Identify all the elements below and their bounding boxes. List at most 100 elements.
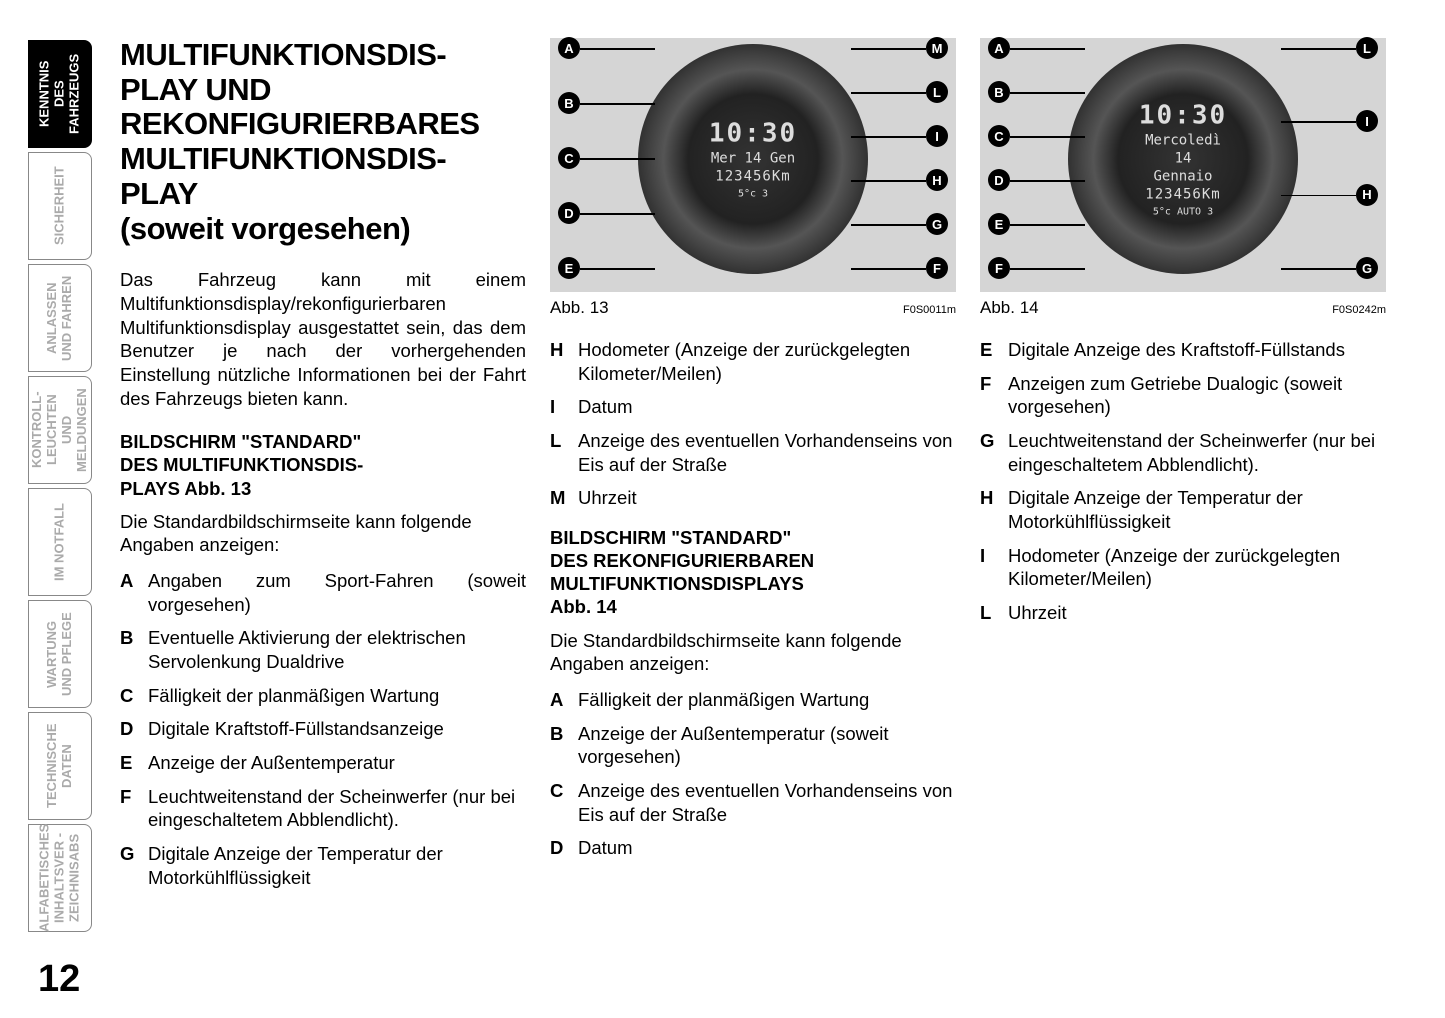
item-text: Anzeigen zum Getriebe Dualogic (soweit v… xyxy=(1008,372,1386,419)
tab-sicherheit[interactable]: SICHERHEIT xyxy=(28,152,92,260)
column-1: MULTIFUNKTIONSDIS- PLAY UND REKONFIGURIE… xyxy=(120,38,526,899)
page: KENNTNIS DES FAHRZEUGSSICHERHEITANLASSEN… xyxy=(0,0,1445,1018)
tab-kenntnis-des-fahrzeugs[interactable]: KENNTNIS DES FAHRZEUGS xyxy=(28,40,92,148)
main-title: MULTIFUNKTIONSDIS- PLAY UND REKONFIGURIE… xyxy=(120,38,526,246)
item-label: I xyxy=(550,395,578,419)
callout-line xyxy=(851,92,926,94)
fig14-label: Abb. 14 xyxy=(980,298,1039,318)
callout-line xyxy=(1010,224,1085,226)
callout-B: B xyxy=(988,81,1010,103)
fig13-label: Abb. 13 xyxy=(550,298,609,318)
callout-A: A xyxy=(988,37,1010,59)
callout-D: D xyxy=(558,202,580,224)
callout-line xyxy=(1010,136,1085,138)
item-text: Datum xyxy=(578,395,956,419)
callout-line xyxy=(580,268,655,270)
list-item: CAnzeige des eventuellen Vorhandenseins … xyxy=(550,779,956,826)
item-label: F xyxy=(980,372,1008,419)
callout-A: A xyxy=(558,37,580,59)
column-2: 10:30Mer 14 Gen123456Km5°c 3ABCDEMLIHGF … xyxy=(550,38,956,870)
section1-subtitle: Die Standardbildschirmseite kann folgend… xyxy=(120,510,526,557)
item-label: L xyxy=(550,429,578,476)
callout-line xyxy=(1010,92,1085,94)
callout-line xyxy=(580,48,655,50)
callout-line xyxy=(1010,180,1085,182)
dashboard-display: 10:30Mercoledì14Gennaio123456Km5°c AUTO … xyxy=(1068,44,1298,274)
tab-kontroll-leuchten-und-meldungen[interactable]: KONTROLL- LEUCHTEN UND MELDUNGEN xyxy=(28,376,92,484)
figure-13-caption: Abb. 13 F0S0011m xyxy=(550,298,956,318)
callout-F: F xyxy=(988,257,1010,279)
callout-F: F xyxy=(926,257,948,279)
callout-G: G xyxy=(926,213,948,235)
section2-subtitle: Die Standardbildschirmseite kann folgend… xyxy=(550,629,956,676)
callout-E: E xyxy=(558,257,580,279)
item-label: B xyxy=(120,626,148,673)
list-item: IHodometer (Anzeige der zurückgelegten K… xyxy=(980,544,1386,591)
list-item: EAnzeige der Außentemperatur xyxy=(120,751,526,775)
callout-I: I xyxy=(1356,110,1378,132)
intro-text: Das Fahrzeug kann mit einem Multifunktio… xyxy=(120,268,526,410)
item-label: A xyxy=(120,569,148,616)
item-label: H xyxy=(550,338,578,385)
callout-line xyxy=(851,48,926,50)
callout-B: B xyxy=(558,92,580,114)
tab-wartung-und-pflege[interactable]: WARTUNG UND PFLEGE xyxy=(28,600,92,708)
item-label: C xyxy=(120,684,148,708)
section1-items: AAngaben zum Sport-Fahren (soweit vorges… xyxy=(120,569,526,889)
figure-13: 10:30Mer 14 Gen123456Km5°c 3ABCDEMLIHGF xyxy=(550,38,956,292)
item-text: Anzeige des eventuellen Vorhandenseins v… xyxy=(578,779,956,826)
callout-H: H xyxy=(1356,184,1378,206)
item-label: G xyxy=(120,842,148,889)
content-area: MULTIFUNKTIONSDIS- PLAY UND REKONFIGURIE… xyxy=(120,38,1420,998)
item-label: G xyxy=(980,429,1008,476)
callout-H: H xyxy=(926,169,948,191)
tab-im-notfall[interactable]: IM NOTFALL xyxy=(28,488,92,596)
dashboard-display: 10:30Mer 14 Gen123456Km5°c 3 xyxy=(638,44,868,274)
item-label: C xyxy=(550,779,578,826)
tab-anlassen-und-fahren[interactable]: ANLASSEN UND FAHREN xyxy=(28,264,92,372)
list-item: MUhrzeit xyxy=(550,486,956,510)
item-label: D xyxy=(120,717,148,741)
callout-line xyxy=(1281,121,1356,123)
section-tabs: KENNTNIS DES FAHRZEUGSSICHERHEITANLASSEN… xyxy=(28,40,98,960)
item-text: Hodometer (Anzeige der zurückgelegten Ki… xyxy=(1008,544,1386,591)
display-content: 10:30Mer 14 Gen123456Km5°c 3 xyxy=(709,119,797,200)
list-item: IDatum xyxy=(550,395,956,419)
callout-L: L xyxy=(1356,37,1378,59)
list-item: AFälligkeit der planmäßigen Wartung xyxy=(550,688,956,712)
item-label: D xyxy=(550,836,578,860)
callout-line xyxy=(851,224,926,226)
list-item: GDigitale Anzeige der Temperatur der Mot… xyxy=(120,842,526,889)
list-item: LAnzeige des eventuellen Vorhandenseins … xyxy=(550,429,956,476)
item-label: E xyxy=(980,338,1008,362)
callout-M: M xyxy=(926,37,948,59)
fig14-ref: F0S0242m xyxy=(1332,298,1386,318)
item-text: Uhrzeit xyxy=(1008,601,1386,625)
section2-top-items: HHodometer (Anzeige der zurückgelegten K… xyxy=(550,338,956,510)
tab-alfabetisches-inhaltsver-zeichnisabs[interactable]: ALFABETISCHES INHALTSVER - ZEICHNISABS xyxy=(28,824,92,932)
item-text: Leuchtweitenstand der Scheinwerfer (nur … xyxy=(148,785,526,832)
item-text: Uhrzeit xyxy=(578,486,956,510)
column-3: 10:30Mercoledì14Gennaio123456Km5°c AUTO … xyxy=(980,38,1386,635)
callout-line xyxy=(1281,268,1356,270)
section3-items: EDigitale Anzeige des Kraftstoff-Füllsta… xyxy=(980,338,1386,625)
callout-G: G xyxy=(1356,257,1378,279)
item-text: Digitale Anzeige der Temperatur der Moto… xyxy=(148,842,526,889)
item-label: A xyxy=(550,688,578,712)
callout-line xyxy=(851,180,926,182)
callout-line xyxy=(1010,268,1085,270)
figure-14: 10:30Mercoledì14Gennaio123456Km5°c AUTO … xyxy=(980,38,1386,292)
callout-I: I xyxy=(926,125,948,147)
item-text: Anzeige der Außentemperatur (soweit vorg… xyxy=(578,722,956,769)
section2-title: BILDSCHIRM "STANDARD" DES REKONFIGURIERB… xyxy=(550,526,956,619)
tab-technische-daten[interactable]: TECHNISCHE DATEN xyxy=(28,712,92,820)
item-text: Eventuelle Aktivierung der elektrischen … xyxy=(148,626,526,673)
callout-E: E xyxy=(988,213,1010,235)
item-label: E xyxy=(120,751,148,775)
callout-line xyxy=(1281,195,1356,197)
callout-D: D xyxy=(988,169,1010,191)
list-item: HHodometer (Anzeige der zurückgelegten K… xyxy=(550,338,956,385)
list-item: FAnzeigen zum Getriebe Dualogic (soweit … xyxy=(980,372,1386,419)
callout-C: C xyxy=(988,125,1010,147)
callout-line xyxy=(580,213,655,215)
